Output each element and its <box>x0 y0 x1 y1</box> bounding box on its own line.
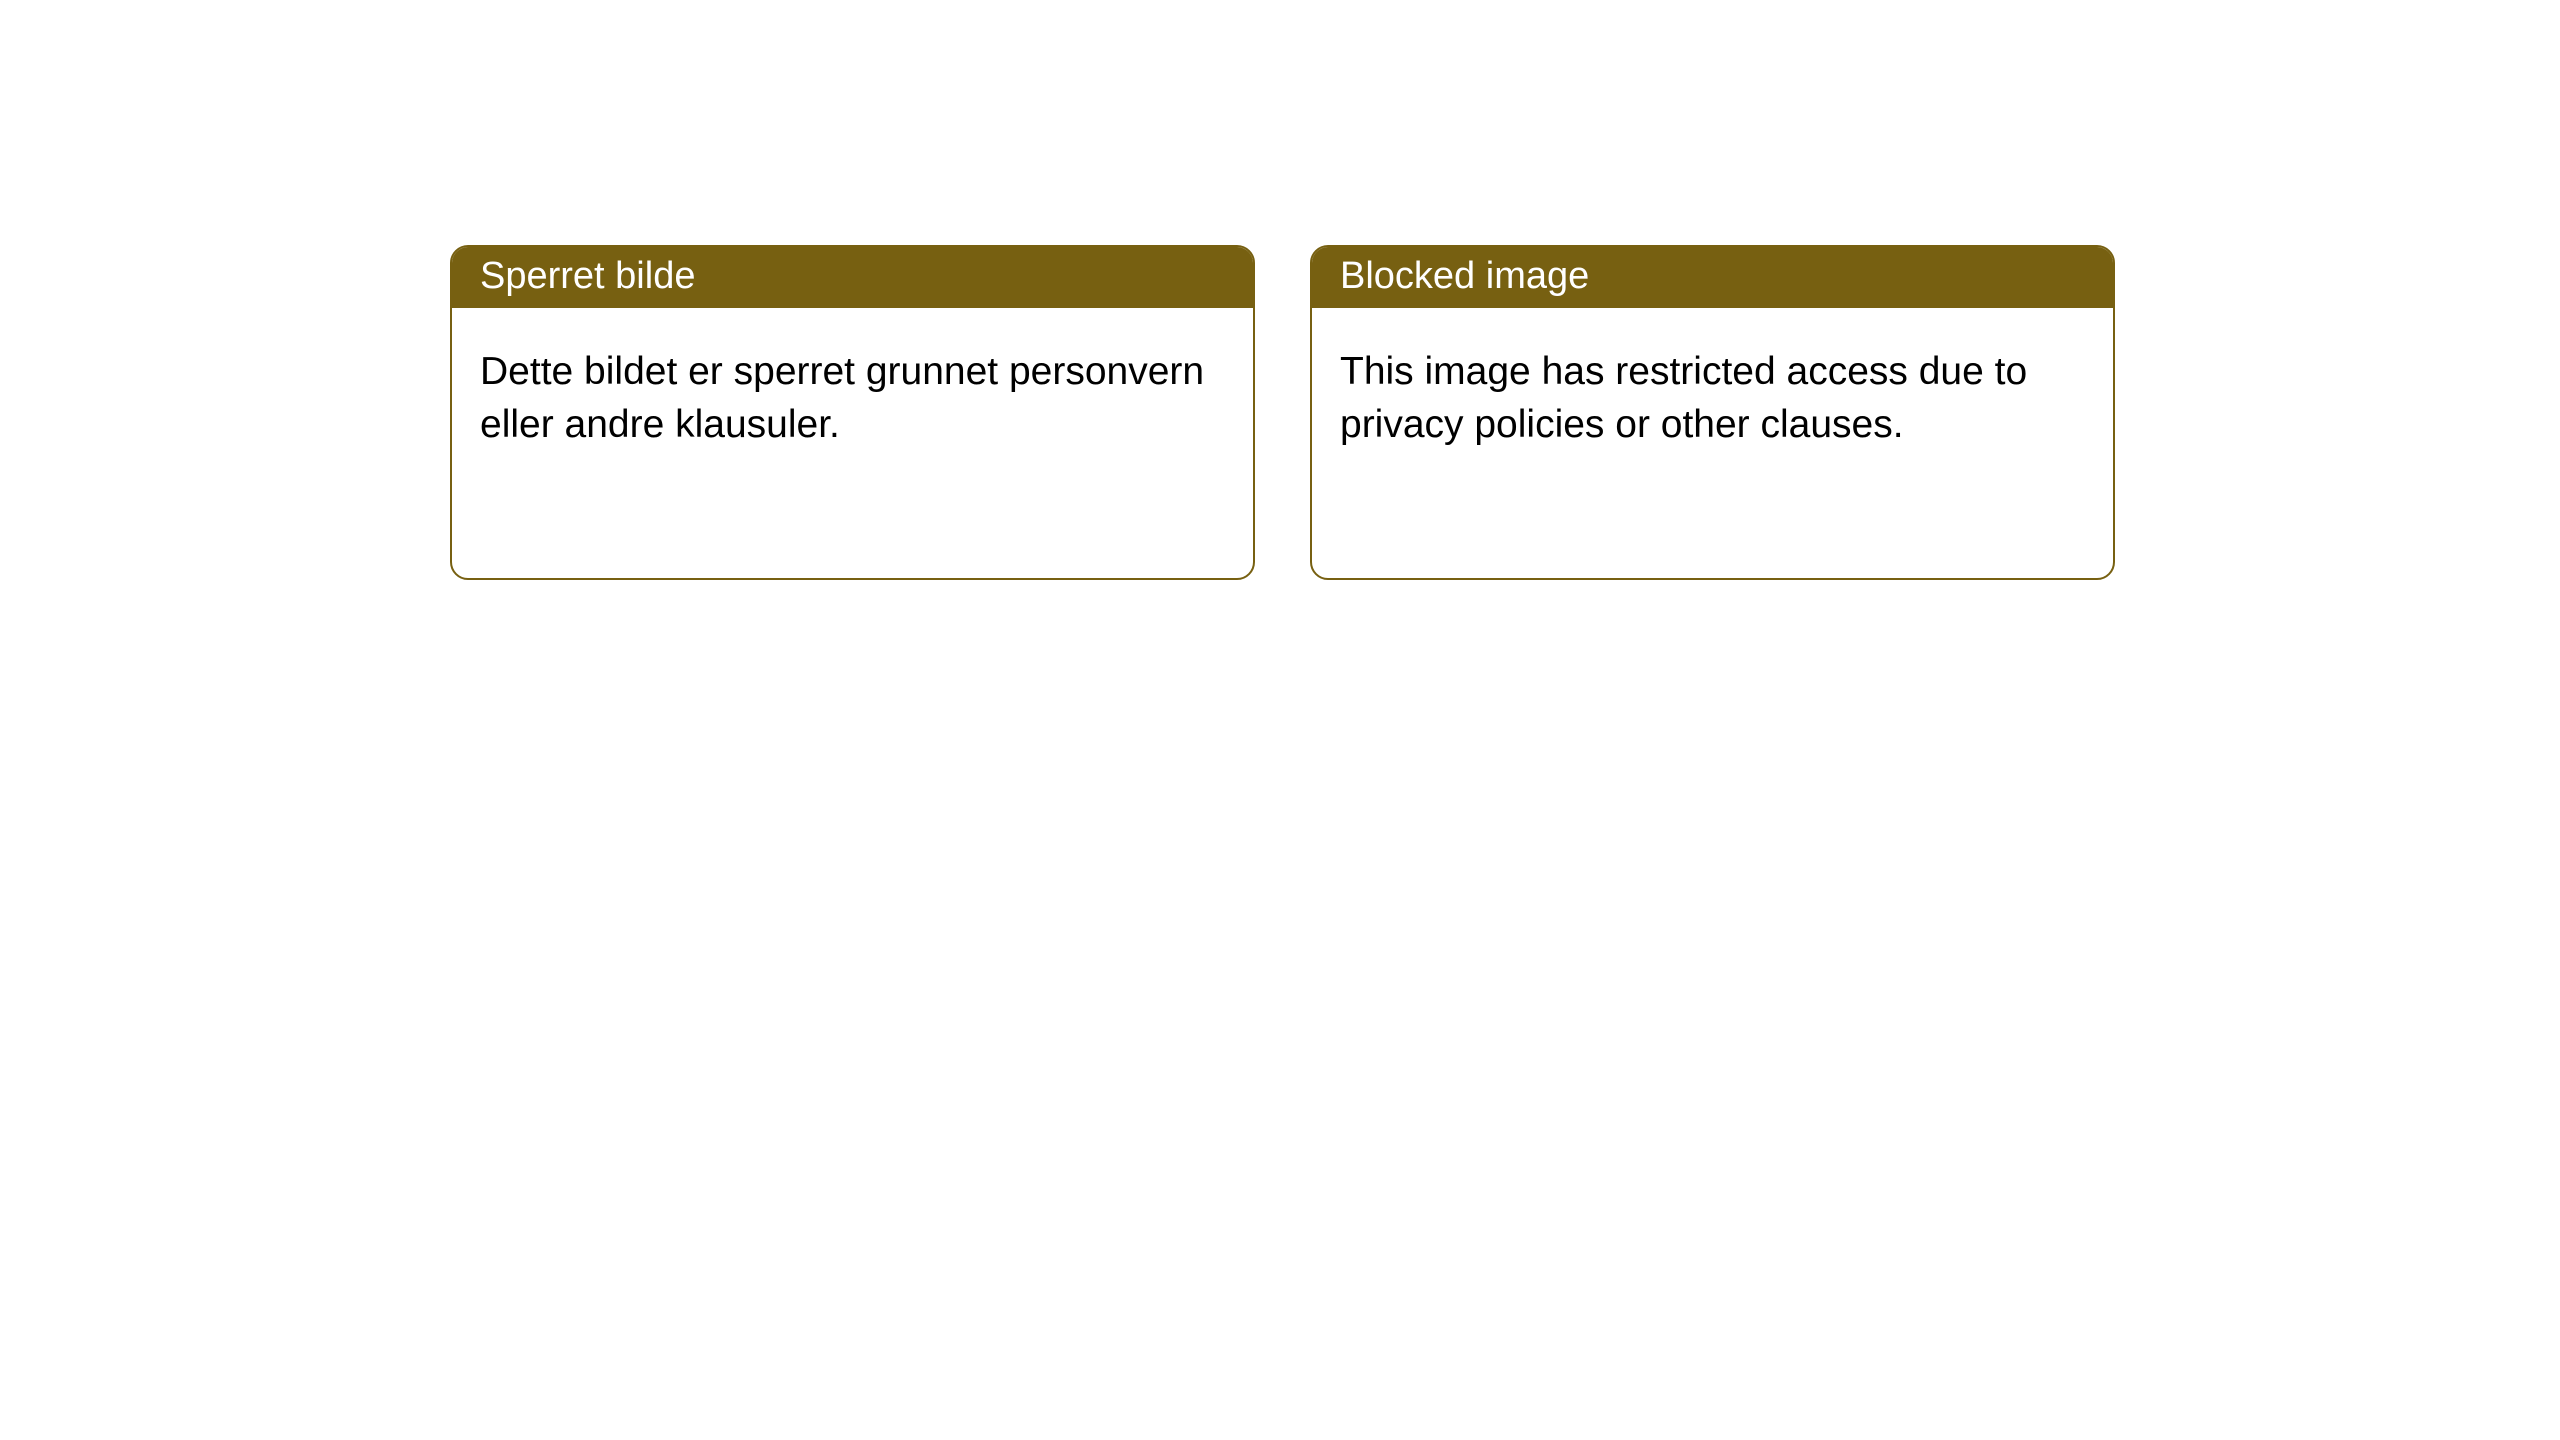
notice-cards-container: Sperret bilde Dette bildet er sperret gr… <box>450 245 2560 580</box>
notice-card-norwegian: Sperret bilde Dette bildet er sperret gr… <box>450 245 1255 580</box>
notice-title-english: Blocked image <box>1312 247 2113 308</box>
notice-card-english: Blocked image This image has restricted … <box>1310 245 2115 580</box>
notice-body-english: This image has restricted access due to … <box>1312 308 2113 479</box>
notice-title-norwegian: Sperret bilde <box>452 247 1253 308</box>
notice-body-norwegian: Dette bildet er sperret grunnet personve… <box>452 308 1253 479</box>
